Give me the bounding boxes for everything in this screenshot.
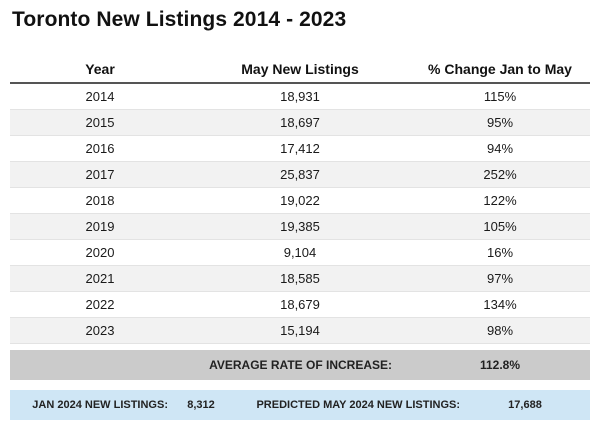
change-cell: 98% [486, 323, 514, 338]
table-row: 2020 9,104 16% [10, 240, 590, 266]
year-cell: 2017 [85, 167, 115, 182]
year-cell: 2018 [85, 193, 115, 208]
year-cell: 2022 [85, 297, 115, 312]
year-cell: 2016 [85, 141, 115, 156]
change-cell: 105% [483, 219, 517, 234]
listings-cell: 19,022 [280, 193, 320, 208]
table-row: 2023 15,194 98% [10, 318, 590, 344]
header-percent-change: % Change Jan to May [428, 61, 572, 77]
year-cell: 2014 [85, 89, 115, 104]
table-row: 2014 18,931 115% [10, 84, 590, 110]
change-cell: 115% [483, 89, 517, 104]
average-rate-row: AVERAGE RATE OF INCREASE: 112.8% [10, 350, 590, 380]
listings-cell: 17,412 [280, 141, 320, 156]
change-cell: 16% [486, 245, 514, 260]
listings-cell: 19,385 [280, 219, 320, 234]
table-body: 2014 18,931 115% 2015 18,697 95% 2016 17,412 94%… [10, 84, 590, 344]
predicted-may-value: 17,688 [508, 399, 542, 411]
listings-cell: 18,585 [280, 271, 320, 286]
year-cell: 2020 [85, 245, 115, 260]
table-row: 2019 19,385 105% [10, 214, 590, 240]
table-row: 2021 18,585 97% [10, 266, 590, 292]
listings-cell: 9,104 [283, 245, 317, 260]
average-rate-value: 112.8% [479, 358, 521, 372]
jan-2024-value: 8,312 [187, 399, 215, 411]
change-cell: 95% [486, 115, 514, 130]
chart-title: Toronto New Listings 2014 - 2023 [12, 8, 347, 31]
listings-cell: 15,194 [280, 323, 320, 338]
jan-2024-label: JAN 2024 NEW LISTINGS: [32, 399, 168, 411]
change-cell: 134% [483, 297, 517, 312]
prediction-row: JAN 2024 NEW LISTINGS: 8,312 PREDICTED M… [10, 390, 590, 420]
year-cell: 2023 [85, 323, 115, 338]
listings-cell: 18,697 [280, 115, 320, 130]
change-cell: 97% [486, 271, 514, 286]
average-rate-label: AVERAGE RATE OF INCREASE: [209, 358, 392, 372]
listings-cell: 18,679 [280, 297, 320, 312]
listings-cell: 25,837 [280, 167, 320, 182]
change-cell: 94% [486, 141, 514, 156]
change-cell: 252% [483, 167, 517, 182]
year-cell: 2021 [85, 271, 115, 286]
table-row: 2015 18,697 95% [10, 110, 590, 136]
table-header: Year May New Listings % Change Jan to Ma… [10, 56, 590, 84]
listings-table: Year May New Listings % Change Jan to Ma… [10, 56, 590, 420]
header-may-new-listings: May New Listings [241, 61, 359, 77]
year-cell: 2019 [85, 219, 115, 234]
table-row: 2016 17,412 94% [10, 136, 590, 162]
year-cell: 2015 [85, 115, 115, 130]
predicted-may-label: PREDICTED MAY 2024 NEW LISTINGS: [256, 399, 460, 411]
change-cell: 122% [483, 193, 517, 208]
table-row: 2022 18,679 134% [10, 292, 590, 318]
table-row: 2017 25,837 252% [10, 162, 590, 188]
listings-cell: 18,931 [280, 89, 320, 104]
header-year: Year [85, 61, 115, 77]
table-row: 2018 19,022 122% [10, 188, 590, 214]
